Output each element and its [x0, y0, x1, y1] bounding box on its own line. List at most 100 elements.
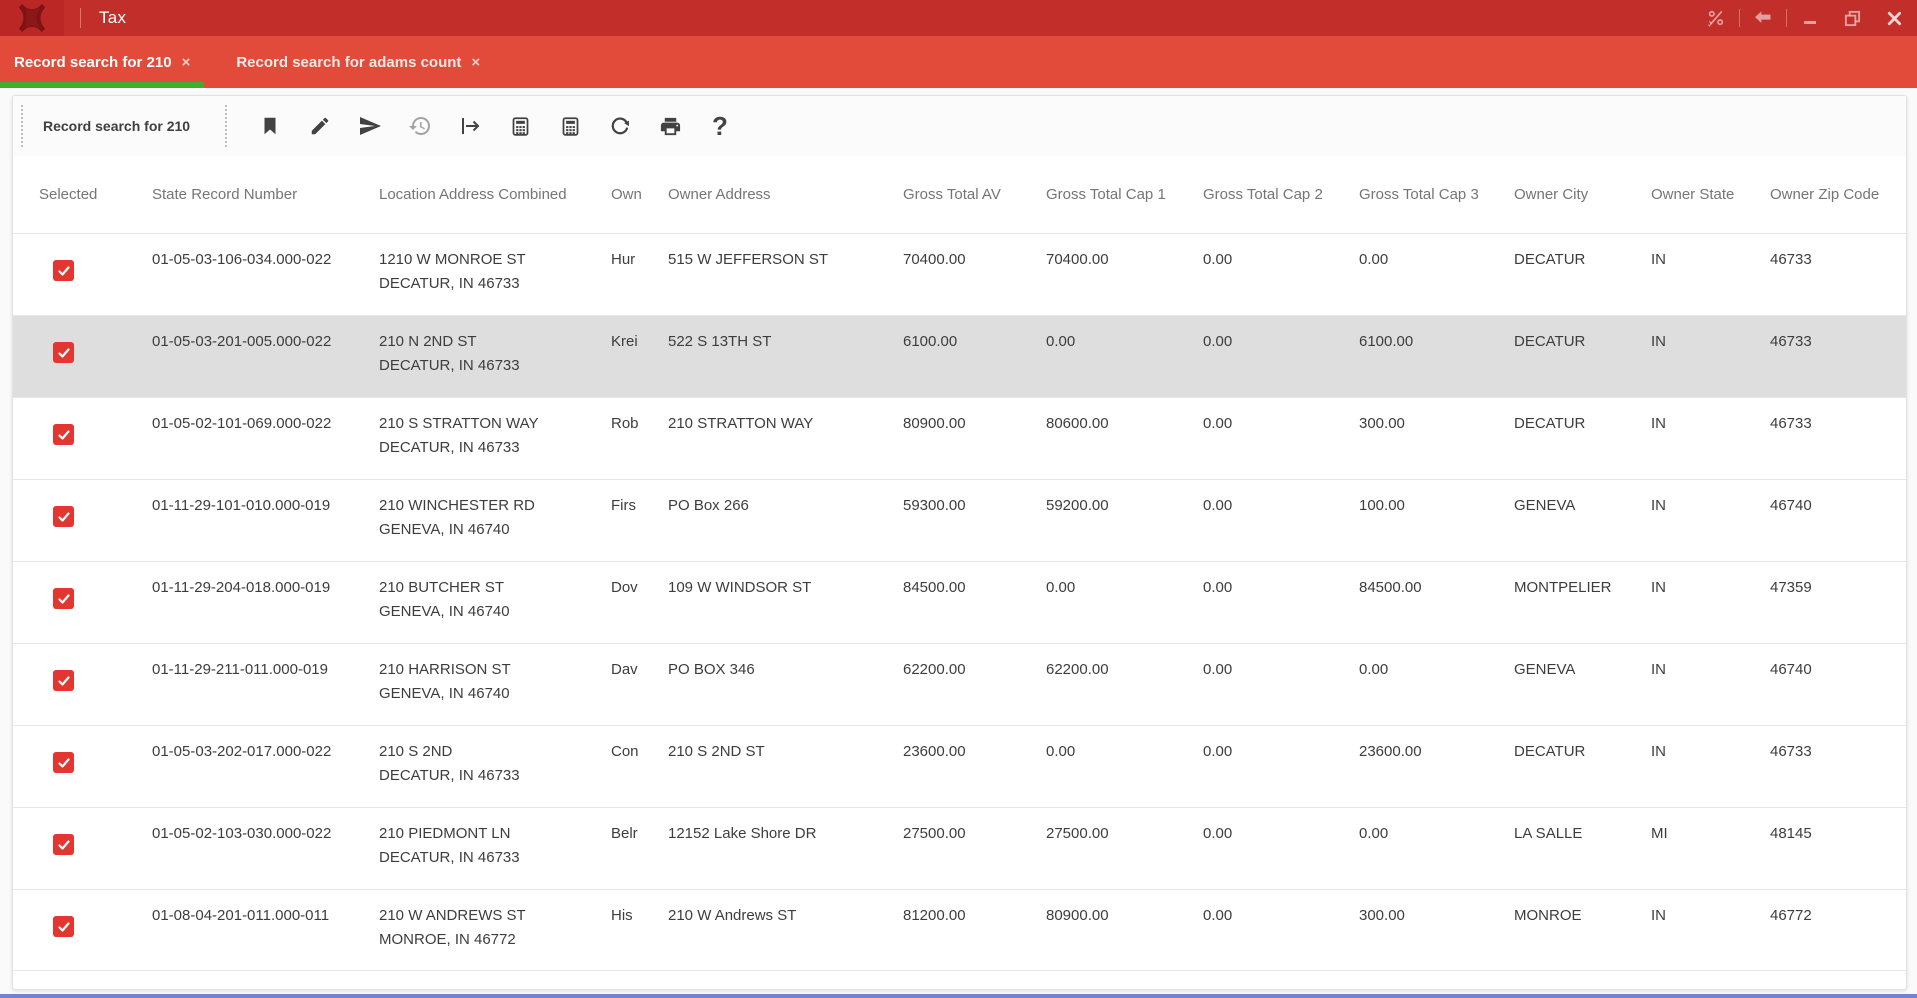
- cell-srn: 01-11-29-204-018.000-019: [152, 579, 331, 596]
- cell-cap2: 0.00: [1203, 415, 1233, 432]
- cell-own: Belr: [611, 825, 638, 842]
- column-header-state-record-number[interactable]: State Record Number: [152, 186, 298, 203]
- cell-cap3: 100.00: [1359, 497, 1405, 514]
- column-header-selected[interactable]: Selected: [39, 186, 98, 203]
- column-header-owner-state[interactable]: Owner State: [1651, 186, 1735, 203]
- column-header-location-address-combined[interactable]: Location Address Combined: [379, 186, 567, 203]
- tab-close-icon[interactable]: ×: [471, 53, 481, 71]
- cell-loc: 210 WINCHESTER RD GENEVA, IN 46740: [379, 480, 611, 561]
- refresh-button[interactable]: [595, 104, 645, 148]
- row-checkbox-checked[interactable]: [53, 424, 74, 445]
- logo-icon: [18, 3, 46, 33]
- cell-cap1: 0.00: [1046, 579, 1076, 596]
- column-header-gross-total-cap-1[interactable]: Gross Total Cap 1: [1046, 186, 1166, 203]
- control-divider: [1739, 9, 1740, 27]
- cell-own: Firs: [611, 497, 636, 514]
- location-line-1: 1210 W MONROE ST: [379, 251, 526, 268]
- tab-record-search-adams-count[interactable]: Record search for adams count ×: [222, 36, 494, 88]
- cell-owner_address: 522 S 13TH ST: [668, 333, 772, 350]
- row-checkbox-checked[interactable]: [53, 342, 74, 363]
- control-divider: [1786, 9, 1787, 27]
- row-checkbox-checked[interactable]: [53, 834, 74, 855]
- print-button[interactable]: [645, 104, 695, 148]
- tab-close-icon[interactable]: ×: [181, 53, 191, 71]
- cell-zip: 46733: [1770, 415, 1812, 432]
- history-button[interactable]: [395, 104, 445, 148]
- edit-button[interactable]: [295, 104, 345, 148]
- location-line-2: DECATUR, IN 46733: [379, 849, 520, 866]
- column-header-gross-total-av[interactable]: Gross Total AV: [903, 186, 1001, 203]
- minimize-icon[interactable]: [1793, 0, 1827, 36]
- cell-zip: 46740: [1770, 497, 1812, 514]
- column-header-owner-city[interactable]: Owner City: [1514, 186, 1589, 203]
- cell-cap2: 0.00: [1203, 579, 1233, 596]
- cell-cap2: 0.00: [1203, 251, 1233, 268]
- cell-own: Dav: [611, 661, 638, 678]
- row-checkbox-checked[interactable]: [53, 588, 74, 609]
- close-icon[interactable]: [1877, 0, 1911, 36]
- cell-srn: 01-05-03-201-005.000-022: [152, 333, 332, 350]
- cell-cap1: 80900.00: [1046, 907, 1109, 924]
- help-button[interactable]: ?: [712, 110, 728, 141]
- cell-zip: 47359: [1770, 579, 1812, 596]
- cell-city: LA SALLE: [1514, 825, 1583, 842]
- send-button[interactable]: [345, 104, 395, 148]
- table-row[interactable]: 01-08-04-201-011.000-011 210 W ANDREWS ST…: [13, 889, 1906, 971]
- cell-av: 80900.00: [903, 415, 966, 432]
- cell-own: His: [611, 907, 633, 924]
- back-arrow-icon[interactable]: [1746, 0, 1780, 36]
- tab-label: Record search for 210: [14, 53, 172, 71]
- cell-cap3: 23600.00: [1359, 743, 1422, 760]
- selected-cell: [39, 644, 152, 725]
- table-row[interactable]: 01-11-29-211-011.000-019 210 HARRISON ST G…: [13, 643, 1906, 725]
- calculate-button[interactable]: [495, 104, 545, 148]
- column-header-owner-zip-code[interactable]: Owner Zip Code: [1770, 186, 1880, 203]
- table-row[interactable]: 01-11-29-204-018.000-019 210 BUTCHER ST GE…: [13, 561, 1906, 643]
- row-checkbox-checked[interactable]: [53, 916, 74, 937]
- tab-bar: Record search for 210 × Record search fo…: [0, 36, 1917, 88]
- row-checkbox-checked[interactable]: [53, 506, 74, 527]
- table-row[interactable]: 01-05-02-103-030.000-022 210 PIEDMONT LN D…: [13, 807, 1906, 889]
- cell-cap3: 0.00: [1359, 251, 1389, 268]
- selected-cell: [39, 890, 152, 970]
- toolbar-grip[interactable]: [225, 105, 227, 147]
- cell-cap2: 0.00: [1203, 333, 1233, 350]
- column-header-gross-total-cap-3[interactable]: Gross Total Cap 3: [1359, 186, 1479, 203]
- cell-cap1: 80600.00: [1046, 415, 1109, 432]
- toolbar-grip[interactable]: [21, 105, 23, 147]
- export-button[interactable]: [445, 104, 495, 148]
- cell-zip: 46733: [1770, 743, 1812, 760]
- column-header-own[interactable]: Own: [611, 186, 642, 203]
- restore-icon[interactable]: [1835, 0, 1869, 36]
- row-checkbox-checked[interactable]: [53, 670, 74, 691]
- calculate-alt-button[interactable]: [545, 104, 595, 148]
- cell-zip: 46740: [1770, 661, 1812, 678]
- location-line-1: 210 W ANDREWS ST: [379, 907, 526, 924]
- cell-srn: 01-11-29-101-010.000-019: [152, 497, 331, 514]
- column-header-owner-address[interactable]: Owner Address: [668, 186, 771, 203]
- cell-city: GENEVA: [1514, 497, 1576, 514]
- location-line-1: 210 S STRATTON WAY: [379, 415, 539, 432]
- row-checkbox-checked[interactable]: [53, 260, 74, 281]
- table-row[interactable]: 01-05-03-202-017.000-022 210 S 2ND DECATUR…: [13, 725, 1906, 807]
- selected-cell: [39, 726, 152, 807]
- bookmark-button[interactable]: [245, 104, 295, 148]
- row-checkbox-checked[interactable]: [53, 752, 74, 773]
- formula-toggle-icon[interactable]: [1699, 0, 1733, 36]
- selected-cell: [39, 398, 152, 479]
- cell-owner_address: 210 W Andrews ST: [668, 907, 797, 924]
- table-row[interactable]: 01-05-03-106-034.000-022 1210 W MONROE ST…: [13, 233, 1906, 315]
- table-row[interactable]: 01-11-29-101-010.000-019 210 WINCHESTER R…: [13, 479, 1906, 561]
- cell-zip: 46733: [1770, 333, 1812, 350]
- cell-city: MONTPELIER: [1514, 579, 1612, 596]
- table-row[interactable]: 01-05-03-201-005.000-022 210 N 2ND ST DECA…: [13, 315, 1906, 397]
- cell-av: 70400.00: [903, 251, 966, 268]
- table-row[interactable]: 01-05-02-101-069.000-022 210 S STRATTON W…: [13, 397, 1906, 479]
- cell-cap1: 70400.00: [1046, 251, 1109, 268]
- cell-state: IN: [1651, 743, 1666, 760]
- column-header-gross-total-cap-2[interactable]: Gross Total Cap 2: [1203, 186, 1323, 203]
- tab-record-search-210[interactable]: Record search for 210 ×: [0, 36, 205, 88]
- cell-cap2: 0.00: [1203, 743, 1233, 760]
- cell-cap1: 27500.00: [1046, 825, 1109, 842]
- cell-loc: 210 PIEDMONT LN DECATUR, IN 46733: [379, 808, 611, 889]
